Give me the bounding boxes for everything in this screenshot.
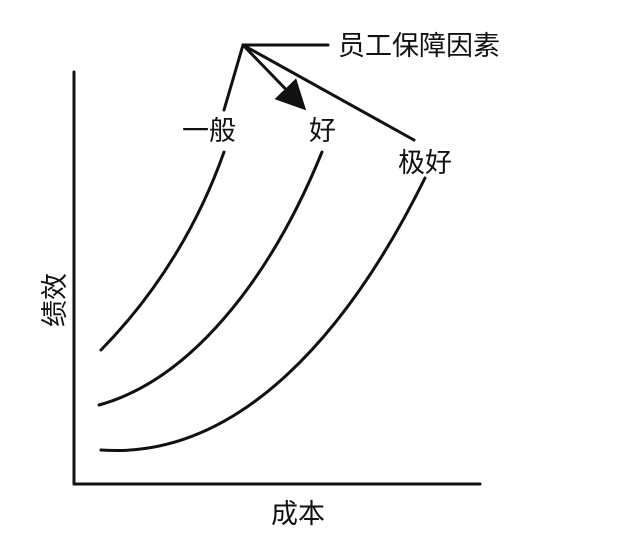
curve-general <box>99 150 226 352</box>
curve-good-label: 好 <box>309 116 336 147</box>
y-axis-label: 绩效 <box>40 273 71 327</box>
factor-label: 员工保障因素 <box>338 31 500 62</box>
pointer-to-excellent <box>241 43 416 142</box>
curve-general-label: 一般 <box>182 116 236 147</box>
pointer-to-general <box>222 43 245 112</box>
curve-excellent <box>99 176 427 453</box>
x-axis-label: 成本 <box>271 499 325 530</box>
pointer-to-good-arrow <box>241 43 307 111</box>
curve-good <box>97 150 324 407</box>
curve-excellent-label: 极好 <box>398 148 452 179</box>
